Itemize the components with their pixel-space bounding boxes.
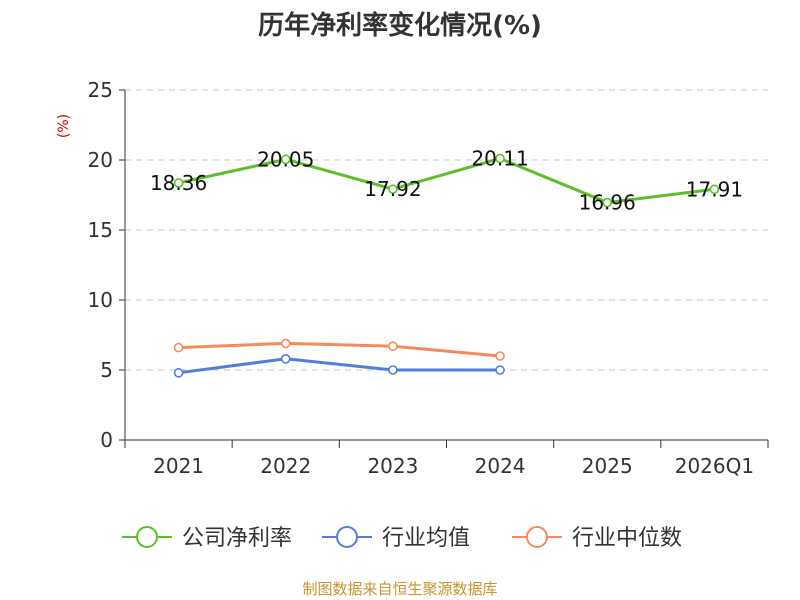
- data-point: [388, 341, 398, 352]
- series-line-0: [178, 156, 715, 205]
- data-label: 17.91: [686, 177, 743, 201]
- legend-item-1: 行业均值: [322, 526, 470, 551]
- x-tick-label: 2023: [367, 454, 418, 478]
- x-tick-label: 2022: [260, 454, 311, 478]
- series-lines: [173, 153, 720, 378]
- x-tick-label: 2026Q1: [675, 454, 754, 478]
- data-label: 16.96: [579, 191, 636, 215]
- legend-item-0: 公司净利率: [122, 526, 292, 551]
- chart-title: 历年净利率变化情况(%): [258, 10, 542, 41]
- data-point: [280, 154, 291, 165]
- y-tick-label: 15: [88, 218, 113, 242]
- y-tick-label: 5: [100, 358, 113, 382]
- legend-label: 行业均值: [382, 526, 470, 551]
- data-point: [709, 184, 720, 195]
- grid-lines: [125, 89, 768, 371]
- data-label: 20.05: [257, 147, 314, 171]
- y-tick-label: 0: [100, 428, 113, 452]
- series-line-2: [178, 341, 501, 358]
- y-tick-label: 25: [88, 78, 113, 102]
- data-point: [495, 351, 505, 361]
- x-tick-label: 2025: [582, 454, 633, 478]
- y-tick-label: 20: [88, 148, 113, 172]
- data-point: [388, 365, 398, 375]
- data-point: [495, 153, 505, 164]
- data-label: 18.36: [150, 171, 207, 195]
- legend-item-2: 行业中位数: [512, 526, 682, 551]
- data-point: [388, 184, 398, 194]
- data-point: [280, 353, 291, 364]
- data-point: [280, 338, 291, 349]
- source-note: 制图数据来自恒生聚源数据库: [302, 580, 497, 598]
- legend: 公司净利率 行业均值 行业中位数: [122, 526, 682, 551]
- data-point: [173, 178, 184, 188]
- x-tick-label: 2024: [475, 454, 526, 478]
- data-point: [495, 365, 505, 375]
- y-axis-label: (%): [56, 114, 72, 138]
- legend-label: 公司净利率: [182, 526, 292, 551]
- y-tick-label: 10: [88, 288, 113, 312]
- data-point: [602, 197, 613, 208]
- x-tick-label: 2021: [153, 454, 204, 478]
- legend-swatch-marker: [136, 526, 158, 548]
- data-label: 20.11: [471, 146, 528, 170]
- data-point: [173, 342, 184, 353]
- legend-swatch-marker: [336, 526, 358, 548]
- data-label: 17.92: [364, 177, 421, 201]
- data-labels: 18.36 20.05 17.92 20.11 16.96 17.91: [150, 146, 743, 214]
- legend-label: 行业中位数: [572, 526, 682, 551]
- data-point: [173, 367, 184, 378]
- legend-swatch-marker: [526, 526, 548, 548]
- series-line-1: [178, 357, 501, 375]
